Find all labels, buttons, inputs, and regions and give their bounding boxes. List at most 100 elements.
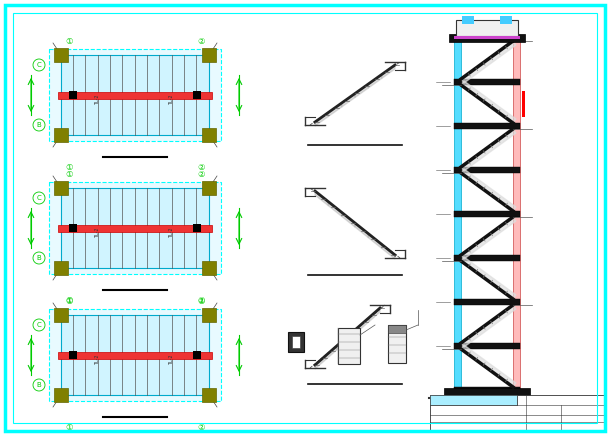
Bar [61,315,209,395]
Bar [454,123,520,129]
Bar [49,49,221,141]
Bar [454,167,520,173]
Text: TL-2: TL-2 [96,95,101,105]
Bar [193,91,201,99]
Polygon shape [461,81,516,123]
Bar [288,332,304,352]
Bar [388,325,406,333]
Bar [58,225,212,232]
Bar [54,128,68,142]
Text: TL-2: TL-2 [96,228,101,238]
Text: ①: ① [65,37,73,45]
Bar [49,182,221,274]
Bar [454,35,520,41]
Polygon shape [368,234,382,249]
Polygon shape [461,217,516,259]
Polygon shape [461,129,516,171]
Polygon shape [382,244,395,259]
Polygon shape [369,308,380,321]
Text: ①: ① [65,296,73,304]
Bar [456,20,518,36]
Bar [193,224,201,232]
Polygon shape [355,84,368,98]
Bar [338,328,360,364]
Bar [292,336,300,348]
Bar [61,55,209,135]
Bar [202,388,216,402]
Bar [522,91,525,117]
Polygon shape [315,191,328,206]
Text: ②: ② [197,296,205,304]
Text: B: B [37,382,41,388]
Text: ①: ① [65,170,73,178]
Bar [54,48,68,62]
Polygon shape [342,93,355,107]
Bar [202,128,216,142]
Bar [69,224,77,232]
Text: TL-2: TL-2 [170,95,174,105]
Polygon shape [328,103,342,116]
Bar [500,16,512,24]
Bar [454,343,520,349]
Bar [454,79,520,85]
Text: ①: ① [65,163,73,171]
Text: B: B [37,122,41,128]
Text: ①: ① [65,422,73,432]
Bar [454,38,461,390]
Polygon shape [382,65,395,78]
Polygon shape [326,346,337,360]
Bar [202,261,216,275]
Polygon shape [348,327,358,341]
Bar [430,395,605,431]
Bar [444,388,530,398]
Polygon shape [461,169,516,211]
Text: TL-2: TL-2 [96,355,101,365]
Polygon shape [315,112,328,126]
Polygon shape [337,337,348,350]
Bar [430,395,517,405]
Polygon shape [342,212,355,227]
Bar [49,309,221,401]
Bar [69,351,77,359]
Polygon shape [328,202,342,216]
Text: ②: ② [197,422,205,432]
Bar [513,38,520,390]
Bar [58,92,212,99]
Text: ①: ① [65,296,73,306]
Text: ②: ② [197,170,205,178]
Bar [54,308,68,322]
Bar [449,34,525,42]
Polygon shape [461,41,516,83]
Bar [454,387,520,393]
Text: C: C [37,322,41,328]
Text: C: C [37,195,41,201]
Bar [454,211,520,217]
Text: ②: ② [197,163,205,171]
Text: ②: ② [197,37,205,45]
Polygon shape [315,355,326,369]
Bar [69,91,77,99]
Bar [58,352,212,359]
Bar [454,255,520,261]
Bar [454,299,520,305]
Bar [54,261,68,275]
Text: TL-2: TL-2 [170,228,174,238]
Bar [454,36,520,39]
Bar [202,308,216,322]
Text: B: B [37,255,41,261]
Bar [202,181,216,195]
Polygon shape [355,223,368,238]
Polygon shape [358,317,369,331]
Text: C: C [37,62,41,68]
Polygon shape [368,75,382,88]
Bar [61,188,209,268]
Bar [54,181,68,195]
Bar [54,388,68,402]
Text: ②: ② [197,296,205,306]
Bar [388,325,406,363]
Polygon shape [461,257,516,299]
Bar [462,16,474,24]
Text: TL-2: TL-2 [170,355,174,365]
Bar [193,351,201,359]
Polygon shape [461,305,516,347]
